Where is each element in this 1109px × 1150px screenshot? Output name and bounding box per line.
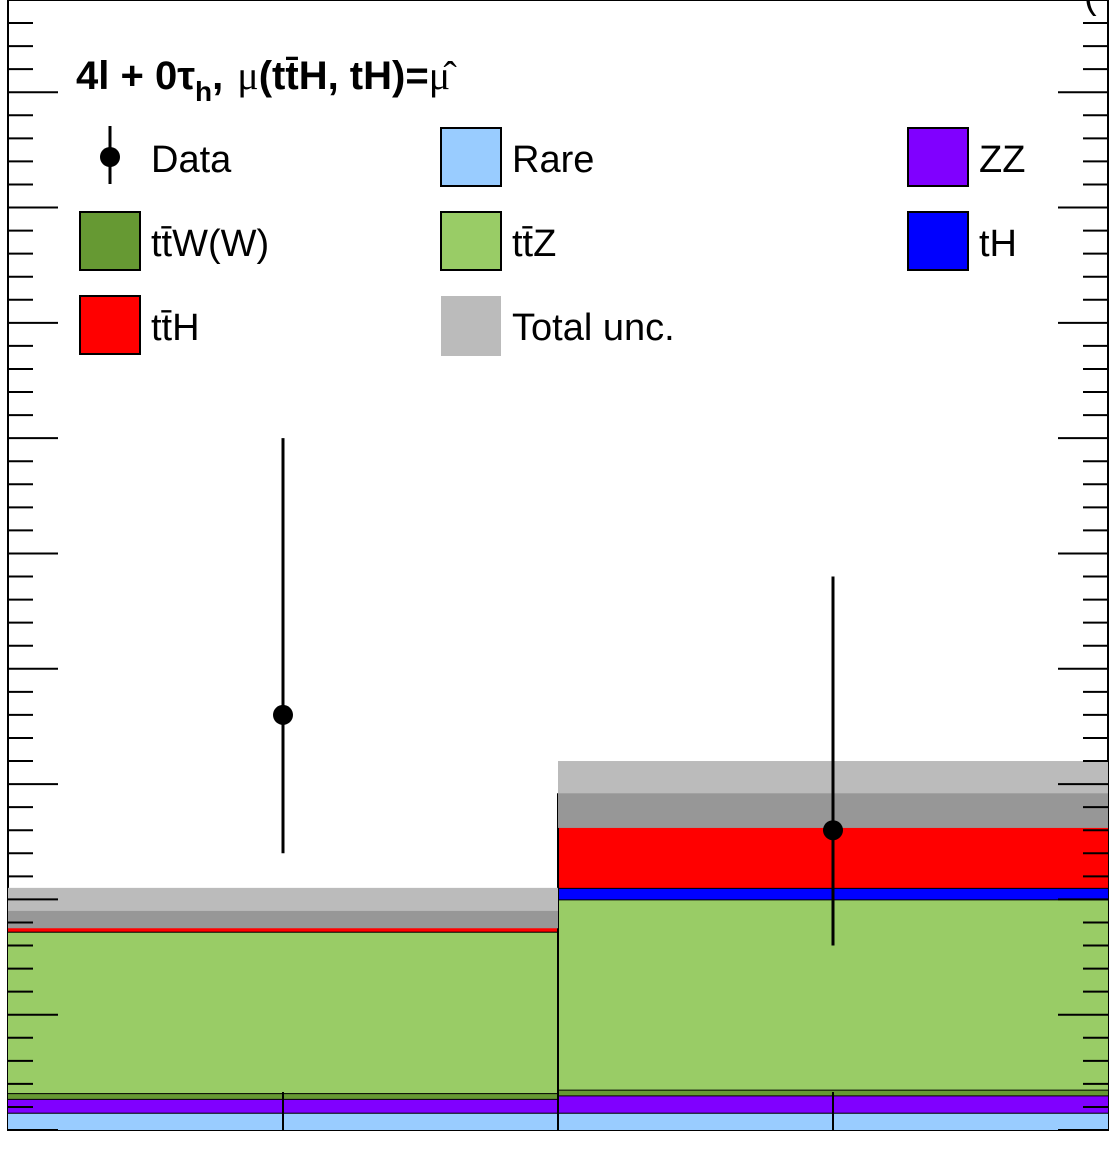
- legend-label-zz: ZZ: [979, 139, 1025, 181]
- chart-title: 4l + 0τh, μ(tt̄H, tH)=μ̂: [76, 53, 457, 107]
- title-process: (tt̄H, tH)=: [259, 54, 429, 98]
- legend: Data Rare ZZ tt̄W(W) tt̄Z tH tt̄H Total unc.: [79, 126, 1025, 356]
- uncertainty-overlap-bin-1: [8, 910, 558, 929]
- legend-swatch-tt-h: [79, 295, 141, 355]
- legend-swatch-rare: [440, 127, 502, 187]
- axis-ticks: [8, 0, 1108, 1131]
- legend-swatch-tt-z: [440, 211, 502, 271]
- legend-label-tt-h: tt̄H: [151, 307, 200, 349]
- uncertainty-band-bin-1: [8, 887, 558, 929]
- legend-label-tt-z: tt̄Z: [512, 223, 556, 265]
- bar-tt-z-bin-1: [8, 931, 558, 1094]
- legend-label-rare: Rare: [512, 139, 594, 181]
- title-comma: ,: [212, 54, 223, 98]
- legend-swatch-zz: [907, 127, 969, 187]
- title-subscript: h: [195, 76, 212, 107]
- legend-label-tt-w-w: tt̄W(W): [151, 223, 269, 265]
- data-point-2: [823, 820, 843, 841]
- data-points: [273, 438, 843, 946]
- title-mu: μ: [237, 53, 258, 98]
- legend-marker-dot-data: [100, 147, 120, 167]
- data-point-1: [273, 704, 293, 725]
- legend-swatch-th: [907, 211, 969, 271]
- legend-label-total-unc: Total unc.: [512, 307, 675, 349]
- legend-swatch-tt-w-w: [79, 211, 141, 271]
- legend-swatch-total-unc: [441, 296, 501, 356]
- legend-label-data: Data: [151, 139, 232, 181]
- title-main: 4l + 0τ: [76, 54, 195, 98]
- legend-label-th: tH: [979, 223, 1017, 265]
- corner-text: (: [1084, 0, 1097, 17]
